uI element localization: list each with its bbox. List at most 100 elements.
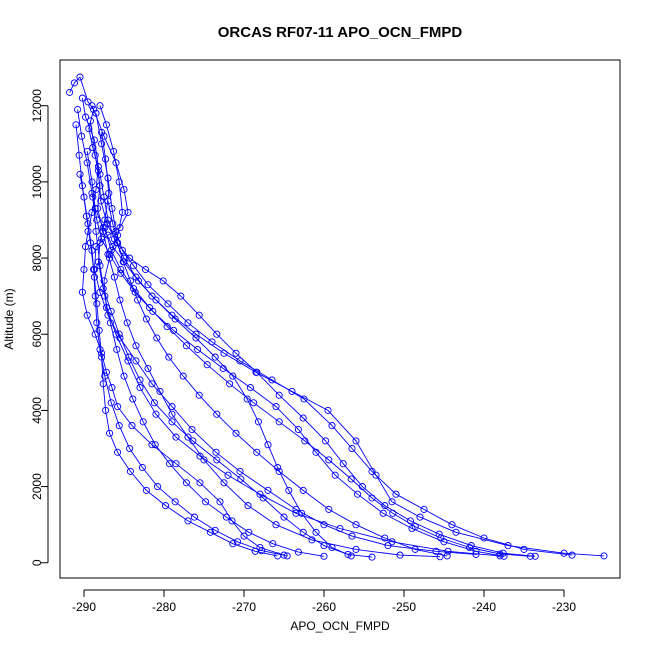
data-point: [354, 490, 362, 498]
data-point: [119, 258, 127, 266]
data-point: [240, 532, 248, 540]
data-point: [94, 166, 102, 175]
data-point: [110, 147, 118, 155]
data-point: [299, 414, 307, 422]
y-tick-label: 2000: [30, 473, 44, 500]
data-point: [285, 486, 293, 494]
series-line: [69, 76, 605, 557]
data-point: [168, 403, 176, 411]
data-point: [150, 399, 158, 407]
data-point: [253, 368, 261, 376]
data-point: [152, 410, 160, 418]
data-series: [88, 102, 480, 558]
data-point: [115, 178, 123, 186]
data-point: [95, 326, 103, 334]
data-point: [600, 552, 608, 560]
data-point: [134, 277, 142, 285]
data-point: [212, 448, 220, 456]
data-point: [213, 330, 221, 338]
chart-title: ORCAS RF07-11 APO_OCN_FMPD: [218, 24, 463, 41]
data-point: [275, 418, 283, 426]
x-axis: -290 -280 -270 -260 -250 -240 -230: [72, 589, 576, 614]
data-point: [274, 552, 282, 560]
data-point: [124, 208, 132, 216]
data-point: [171, 498, 179, 506]
data-point: [436, 553, 444, 561]
data-point: [142, 265, 150, 274]
data-point: [208, 338, 216, 346]
data-point: [229, 540, 237, 548]
data-point: [96, 262, 104, 270]
data-point: [138, 463, 146, 472]
data-point: [268, 376, 276, 384]
series-line: [92, 197, 325, 557]
data-point: [80, 265, 88, 274]
data-point: [368, 553, 376, 561]
data-point: [344, 550, 352, 558]
data-point: [166, 460, 174, 468]
data-series: [89, 193, 328, 560]
data-point: [92, 227, 100, 235]
x-tick-label: -270: [232, 600, 256, 614]
data-point: [102, 155, 110, 163]
data-point: [182, 479, 190, 487]
data-point: [244, 502, 252, 510]
data-point: [82, 212, 90, 220]
data-point: [288, 387, 296, 395]
data-point: [245, 528, 253, 536]
data-point: [172, 433, 180, 441]
data-point: [253, 448, 261, 456]
data-point: [126, 444, 134, 453]
data-point: [98, 128, 106, 136]
data-point: [101, 292, 109, 300]
data-point: [211, 526, 219, 534]
data-point: [88, 178, 96, 186]
data-point: [90, 105, 98, 114]
data-point: [392, 490, 400, 498]
data-point: [129, 395, 137, 403]
data-series: [101, 224, 534, 560]
data-series: [92, 109, 576, 559]
y-tick-label: 6000: [30, 321, 44, 348]
data-point: [96, 102, 104, 110]
data-point: [312, 528, 320, 536]
data-point: [168, 410, 176, 418]
data-point: [294, 548, 302, 556]
data-point: [320, 521, 328, 529]
data-point: [144, 364, 152, 373]
data-point: [237, 475, 245, 483]
data-point: [136, 384, 144, 392]
data-point: [234, 538, 242, 546]
data-point: [184, 517, 192, 525]
data-point: [82, 113, 90, 121]
data-point: [480, 534, 488, 542]
data-point: [352, 521, 360, 529]
data-point: [93, 300, 101, 308]
data-point: [416, 513, 424, 521]
data-point: [107, 246, 115, 254]
data-point: [159, 277, 167, 285]
x-axis-label: APO_OCN_FMPD: [290, 619, 390, 633]
data-point: [92, 109, 100, 117]
data-point: [115, 330, 123, 338]
data-point: [108, 384, 116, 392]
data-point: [195, 391, 203, 399]
x-tick-label: -230: [552, 600, 576, 614]
data-point: [153, 334, 161, 342]
data-point: [272, 403, 280, 411]
data-point: [177, 292, 185, 300]
data-point: [320, 552, 328, 560]
data-point: [232, 349, 240, 357]
data-point: [526, 552, 534, 560]
data-point: [130, 262, 138, 270]
data-series: [86, 117, 444, 561]
y-axis: 0 2000 4000 6000 8000 10000 12000: [30, 89, 49, 566]
data-point: [325, 505, 333, 513]
data-point: [189, 437, 197, 445]
data-point: [84, 98, 92, 106]
data-point: [91, 151, 99, 159]
data-point: [90, 265, 98, 274]
data-point: [352, 545, 360, 553]
data-point: [75, 151, 83, 159]
data-point: [88, 189, 96, 197]
